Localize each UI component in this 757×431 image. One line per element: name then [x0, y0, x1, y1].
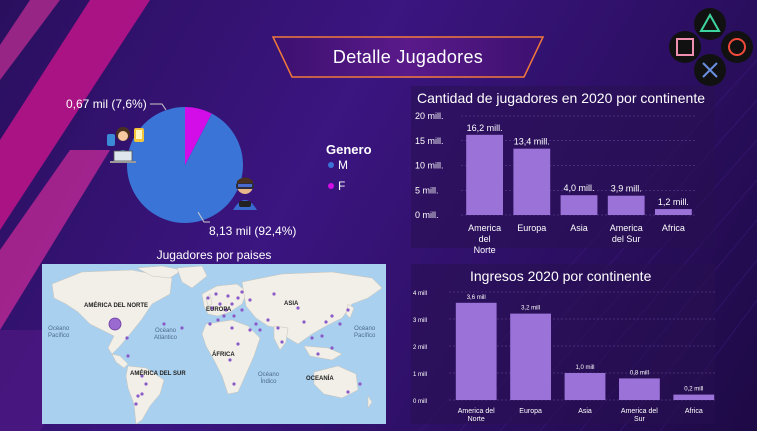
x-category-label: Asia	[578, 408, 592, 415]
x-category-label: Europa	[517, 223, 546, 233]
map-label-north-america: AMÉRICA DEL NORTE	[84, 303, 149, 309]
bar[interactable]	[654, 209, 692, 215]
bar-data-label: 0,8 mill	[630, 370, 649, 376]
y-tick-label: 1 mill	[413, 372, 427, 378]
x-category-label: America del	[621, 408, 658, 415]
y-tick-label: 2 mill	[413, 345, 427, 351]
map-label-oceania: OCEANÍA	[306, 376, 334, 382]
y-tick-label: 10 mill.	[415, 161, 444, 171]
map-label-africa: ÁFRICA	[212, 352, 235, 358]
map-label-south-america: AMÉRICA DEL SUR	[130, 371, 186, 377]
players-bar-chart: 0 mill. 5 mill. 10 mill. 15 mill. 20 mill. 16…	[415, 111, 697, 255]
x-category-label: Sur	[634, 416, 646, 423]
y-tick-label: 0 mill	[413, 399, 427, 405]
bar[interactable]	[455, 302, 497, 400]
players-map[interactable]: AMÉRICA DEL NORTE EUROPA ASIA ÁFRICA AMÉ…	[42, 264, 386, 424]
x-category-label: America	[468, 223, 501, 233]
page-title: Detalle Jugadores	[332, 47, 484, 67]
bar[interactable]	[513, 148, 551, 215]
bar-data-label: 1,0 mill	[575, 365, 594, 371]
map-label-asia: ASIA	[284, 301, 299, 307]
bar-data-label: 1,2 mill.	[658, 197, 689, 207]
bar[interactable]	[510, 313, 551, 400]
revenue-chart-title: Ingresos 2020 por continente	[470, 268, 652, 284]
legend-item-m[interactable]: M	[328, 158, 348, 172]
y-tick-label: 3 mill	[413, 318, 427, 324]
x-category-label: Norte	[474, 245, 496, 255]
legend-title: Genero	[326, 142, 372, 157]
legend-label-f: F	[338, 179, 346, 193]
map-ocean-atlantic: Océano Atlántico	[154, 328, 178, 341]
pie-label-f: 0,67 mil (7,6%)	[66, 97, 147, 111]
gender-pie-chart	[127, 107, 243, 223]
bar[interactable]	[619, 378, 660, 400]
x-category-label: Asia	[570, 223, 588, 233]
map-ocean-pacific-east: Océano Pacífico	[354, 326, 376, 339]
y-tick-label: 4 mill	[413, 291, 427, 297]
legend-label-m: M	[338, 158, 348, 172]
x-category-label: Africa	[662, 223, 685, 233]
map-dot-usa	[108, 317, 122, 331]
players-chart-title: Cantidad de jugadores en 2020 por contin…	[417, 90, 705, 106]
bar[interactable]	[673, 394, 715, 400]
triangle-icon	[694, 8, 726, 40]
y-tick-label: 20 mill.	[415, 111, 444, 121]
revenue-bar-chart: 0 mill 1 mill 2 mill 3 mill 4 mill 3,6 mill Am…	[413, 291, 715, 423]
playstation-buttons	[669, 8, 753, 86]
map-player-dots	[108, 290, 362, 406]
bar-data-label: 16,2 mill.	[467, 123, 503, 133]
x-category-label: Africa	[685, 408, 703, 415]
y-tick-label: 0 mill.	[415, 210, 439, 220]
bar[interactable]	[564, 373, 606, 400]
map-ocean-pacific-west: Océano Pacífico	[48, 326, 70, 339]
title-banner	[272, 36, 544, 78]
bar-data-label: 13,4 mill.	[514, 137, 550, 147]
x-category-label: Europa	[519, 408, 542, 415]
y-tick-label: 15 mill.	[415, 136, 444, 146]
x-category-label: America	[610, 223, 643, 233]
map-ocean-indian: Océano Índico	[258, 372, 280, 385]
legend-item-f[interactable]: F	[328, 179, 345, 193]
square-icon	[669, 31, 701, 63]
pie-leader-line-m	[197, 212, 210, 223]
y-tick-label: 5 mill.	[415, 185, 439, 195]
bar-data-label: 4,0 mill.	[563, 183, 594, 193]
pie-label-m: 8,13 mil (92,4%)	[209, 224, 297, 238]
pie-leader-line-f	[150, 103, 167, 111]
bar-data-label: 3,9 mill.	[611, 184, 642, 194]
players-chart-panel	[411, 86, 715, 248]
legend-marker-m	[328, 162, 334, 168]
x-category-label: del Sur	[612, 234, 641, 244]
bar-data-label: 0,2 mill	[684, 387, 703, 393]
map-landmass	[51, 265, 383, 424]
vr-gamer-icon	[233, 177, 257, 210]
legend-marker-f	[328, 183, 334, 189]
woman-user-icon	[107, 127, 144, 163]
bar[interactable]	[607, 195, 645, 215]
x-category-label: Norte	[468, 416, 485, 423]
title-border	[272, 36, 544, 78]
bar-data-label: 3,2 mill	[521, 306, 540, 312]
circle-icon	[721, 31, 753, 63]
bar[interactable]	[560, 195, 598, 215]
map-label-europe: EUROPA	[206, 307, 232, 313]
pie-slice-f[interactable]	[185, 107, 212, 165]
x-category-label: del	[479, 234, 491, 244]
map-title: Jugadores por paises	[156, 248, 272, 262]
bar-data-label: 3,6 mill	[467, 295, 486, 301]
bar[interactable]	[466, 134, 504, 215]
x-category-label: America del	[458, 408, 495, 415]
